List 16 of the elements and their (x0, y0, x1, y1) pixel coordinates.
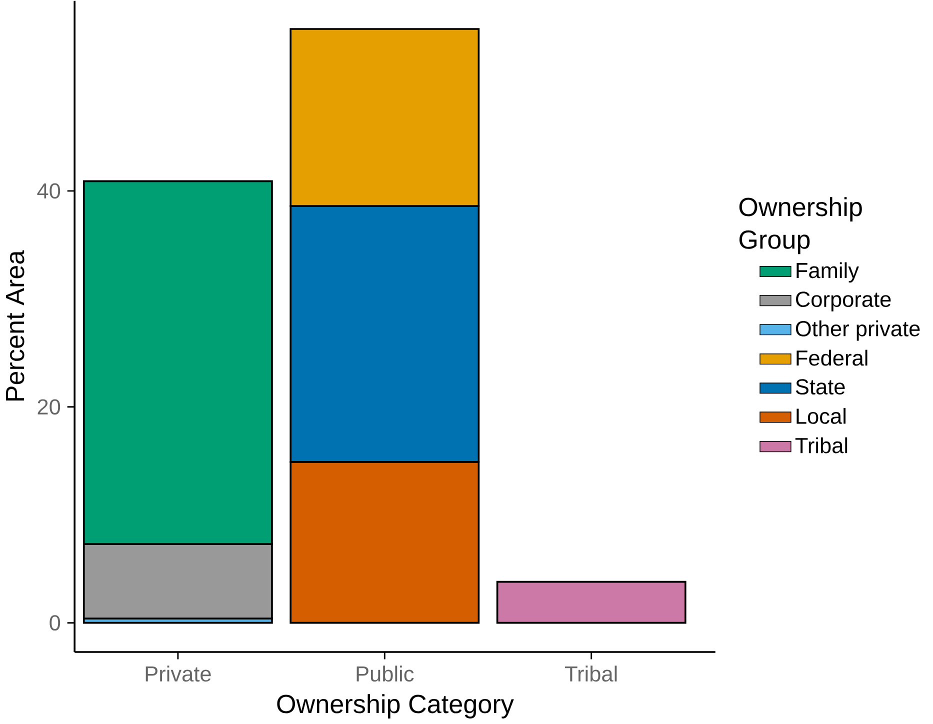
x-tick-label: Public (356, 665, 414, 682)
legend-title: Ownership Group (739, 196, 862, 254)
legend-label: Tribal (795, 437, 848, 454)
y-tick-label: 40 (37, 183, 60, 198)
legend-label: Federal (796, 350, 868, 366)
legend-label: Family (796, 262, 859, 282)
x-axis-title: Ownership Category (277, 694, 514, 718)
legend-label: Other private (796, 320, 920, 340)
legend-label: State (796, 378, 845, 394)
y-tick-label: 20 (38, 398, 60, 414)
x-tick-label: Tribal (565, 665, 617, 682)
y-axis-title: Percent Area (6, 250, 24, 400)
legend-label: Local (796, 408, 846, 424)
x-tick-label: Private (146, 665, 211, 682)
y-tick-label: 0 (50, 614, 60, 630)
legend-label: Corporate (796, 291, 891, 312)
